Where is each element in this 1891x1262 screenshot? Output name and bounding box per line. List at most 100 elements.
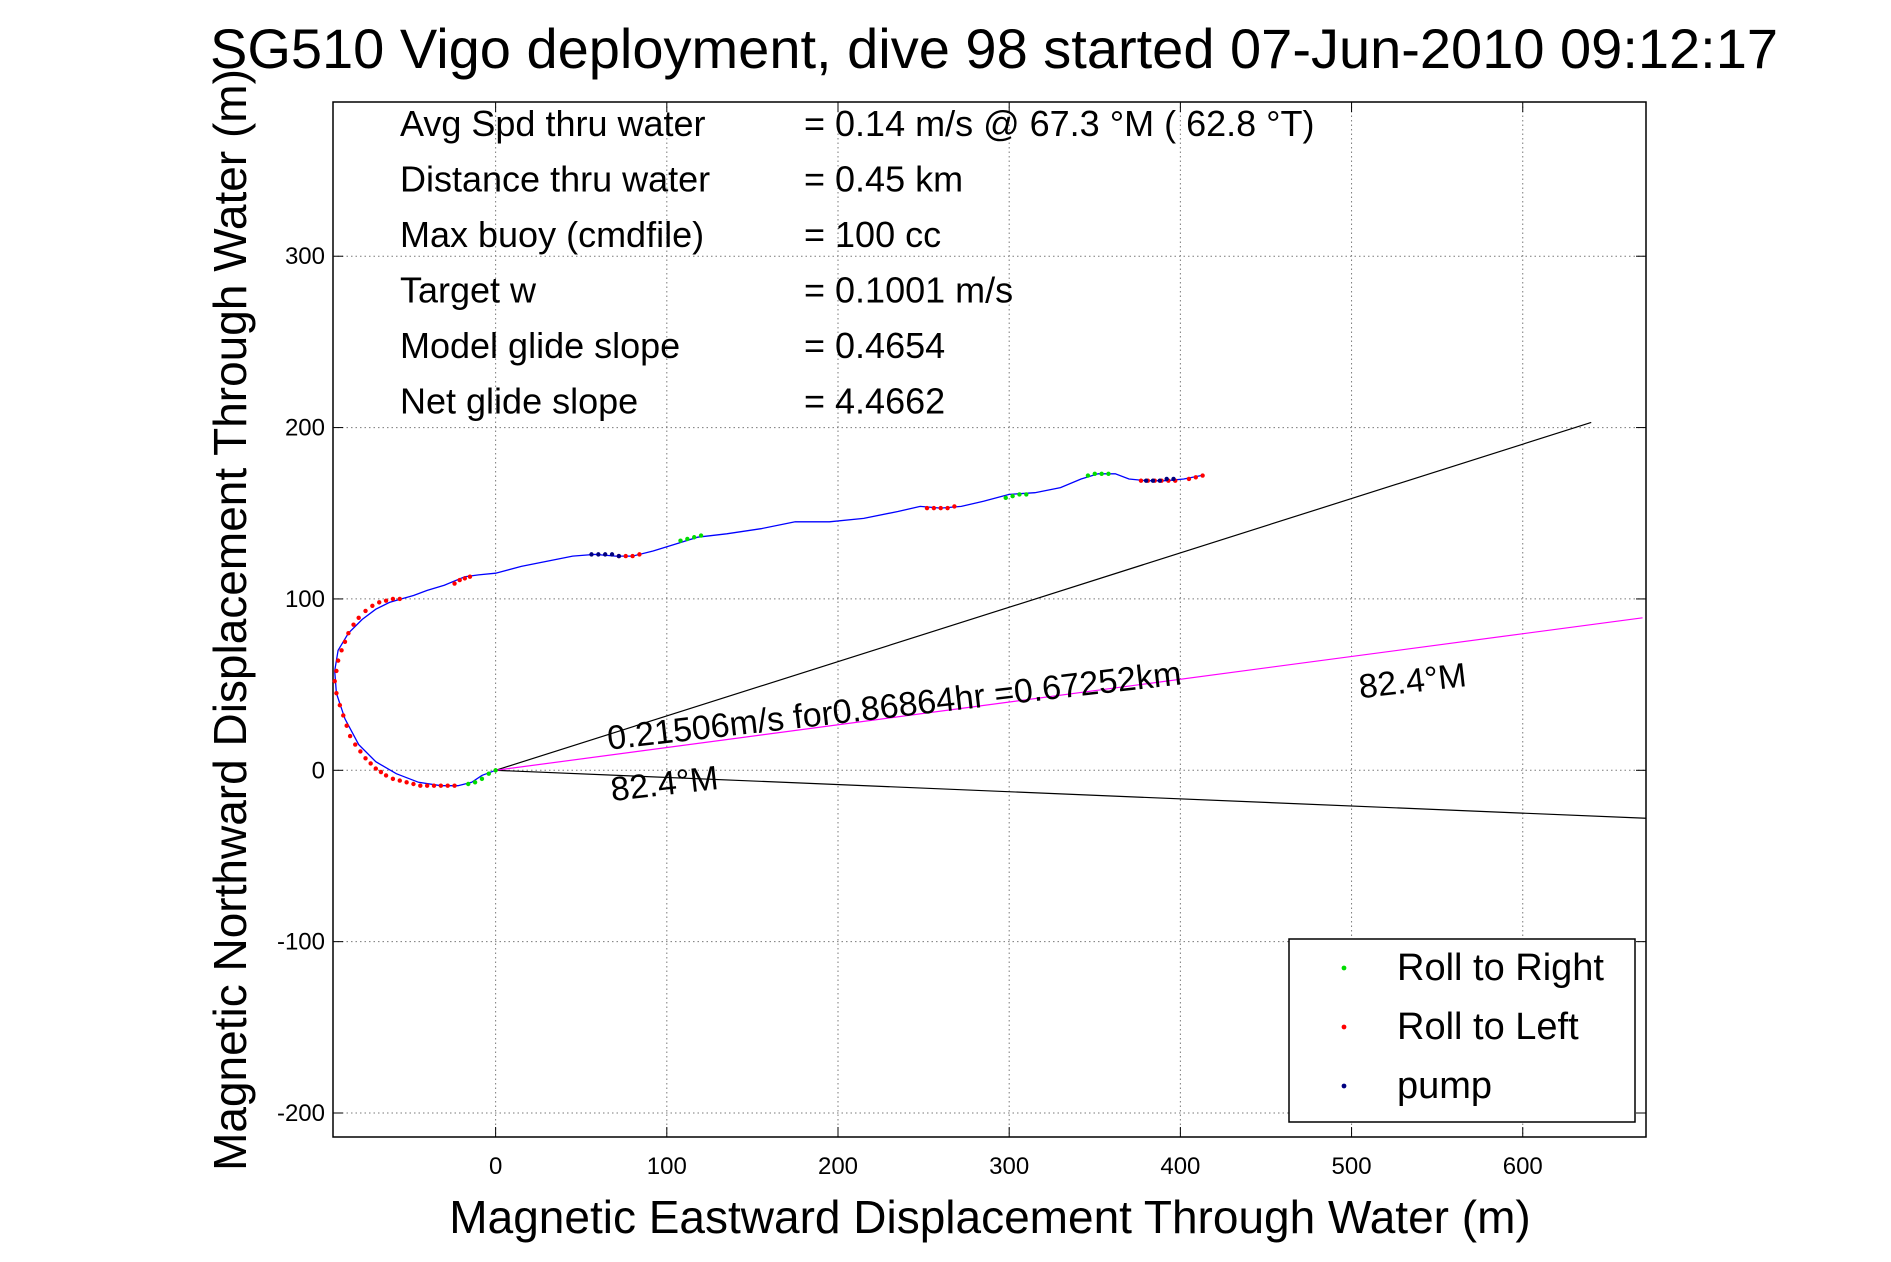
roll-to-left-point [353,742,358,747]
pump-point [602,552,608,557]
legend-items: Roll to Right Roll to Left pump [1341,947,1604,1107]
y-axis-label: Magnetic Northward Displacement Through … [204,69,256,1171]
roll-to-left-point [397,778,402,783]
roll-to-left-point [424,783,430,788]
marker-layer [332,471,1205,788]
summary-label: Net glide slope [400,381,638,422]
axis-ticks: 0 100 200 300 400 500 600 -200 -100 0 100 200 300 [277,102,1646,1180]
x-tick-label: 500 [1332,1153,1372,1180]
roll-to-left-point [1186,476,1192,482]
legend-box [1288,938,1636,1123]
roll-to-left-point [1200,473,1205,478]
summary-text: Avg Spd thru water = 0.14 m/s @ 67.3 °M (… [400,103,1315,422]
roll-to-left-point [418,783,423,788]
x-tick-label: 400 [1160,1153,1200,1180]
x-tick-label: 0 [489,1153,502,1180]
roll-to-left-point [952,504,957,509]
roll-to-left-point [335,658,341,663]
roll-to-right-point [466,781,471,787]
legend-label: Roll to Right [1397,947,1604,989]
roll-to-left-point [623,553,628,559]
y-tick-label: 0 [312,757,325,784]
summary-value: = 100 cc [804,214,941,255]
roll-to-left-point [1193,475,1198,480]
roll-to-left-point [945,505,950,511]
pump-point [1143,478,1149,483]
legend-label: pump [1397,1065,1492,1107]
x-axis-label: Magnetic Eastward Displacement Through W… [449,1191,1530,1243]
pump-point [596,552,601,557]
summary-value: = 0.4654 [804,325,945,366]
x-tick-label: 600 [1503,1153,1543,1180]
roll-to-right-point [1017,492,1022,497]
y-tick-label: 300 [285,243,325,270]
roll-to-right-point [1099,471,1104,477]
summary-label: Max buoy (cmdfile) [400,214,704,255]
roll-to-right-point [685,536,690,542]
roll-to-right-point [1085,473,1091,478]
roll-to-left-point [356,615,361,620]
roll-to-left-point [342,639,348,644]
roll-to-left-point [334,690,339,696]
summary-value: = 4.4662 [804,381,945,422]
roll-to-left-point [452,581,457,586]
pump-point [1150,478,1156,483]
y-tick-label: -200 [277,1100,325,1127]
y-tick-label: -100 [277,929,325,956]
roll-to-right-point [493,768,498,773]
roll-to-left-point [358,749,363,754]
roll-to-right-point [678,538,683,543]
roll-to-left-point [373,766,378,771]
pump-point [1157,478,1163,483]
roll-to-left-point [457,577,462,583]
roll-to-right-point [692,535,697,540]
roll-to-left-point [341,713,346,718]
track-layer [334,473,1202,787]
pump-point [1164,476,1169,482]
roll-to-left-point [411,781,416,787]
roll-to-left-point [924,505,930,511]
roll-to-right-point [1003,495,1008,501]
summary-value: = 0.1001 m/s [804,270,1013,311]
summary-label: Distance thru water [400,159,710,200]
track-line [334,473,1202,787]
pump-point [1171,476,1176,482]
roll-to-right-point [1024,492,1029,497]
roll-to-left-point [445,783,450,788]
current-line [495,617,1643,771]
roll-to-right-point [479,776,485,782]
roll-to-left-point [397,596,402,602]
heading_lower-line [495,769,1647,819]
summary-value: = 0.45 km [804,159,963,200]
roll-to-left-point [938,505,943,511]
roll-to-left-point [383,598,389,603]
summary-label: Avg Spd thru water [400,103,706,144]
roll-to-left-point [368,761,373,766]
roll-to-left-point [337,702,343,708]
roll-to-right-point [472,780,478,785]
chart-title: SG510 Vigo deployment, dive 98 started 0… [210,17,1778,80]
roll-to-left-point [630,553,635,559]
roll-to-left-point [931,505,937,511]
summary-value: = 0.14 m/s @ 67.3 °M ( 62.8 °T) [804,103,1315,144]
roll-to-left-point [339,648,344,653]
roll-to-right-point [1092,471,1097,477]
roll-to-left-point [347,733,353,739]
legend-swatch-roll-to-right [1341,965,1347,971]
heading-lines [495,421,1647,819]
roll-to-left-point [390,596,396,602]
roll-to-left-point [351,622,356,627]
heading_upper-line [495,421,1592,771]
x-tick-label: 300 [989,1153,1029,1180]
roll-to-right-point [1010,493,1015,499]
roll-to-left-point [383,773,389,778]
roll-to-left-point [370,603,375,608]
roll-to-right-point [698,533,704,538]
summary-label: Target w [400,270,537,311]
legend-swatch-roll-to-left [1341,1024,1347,1030]
roll-to-left-point [390,776,396,782]
roll-to-left-point [363,756,368,761]
x-tick-label: 100 [647,1153,687,1180]
roll-to-left-point [637,552,642,557]
